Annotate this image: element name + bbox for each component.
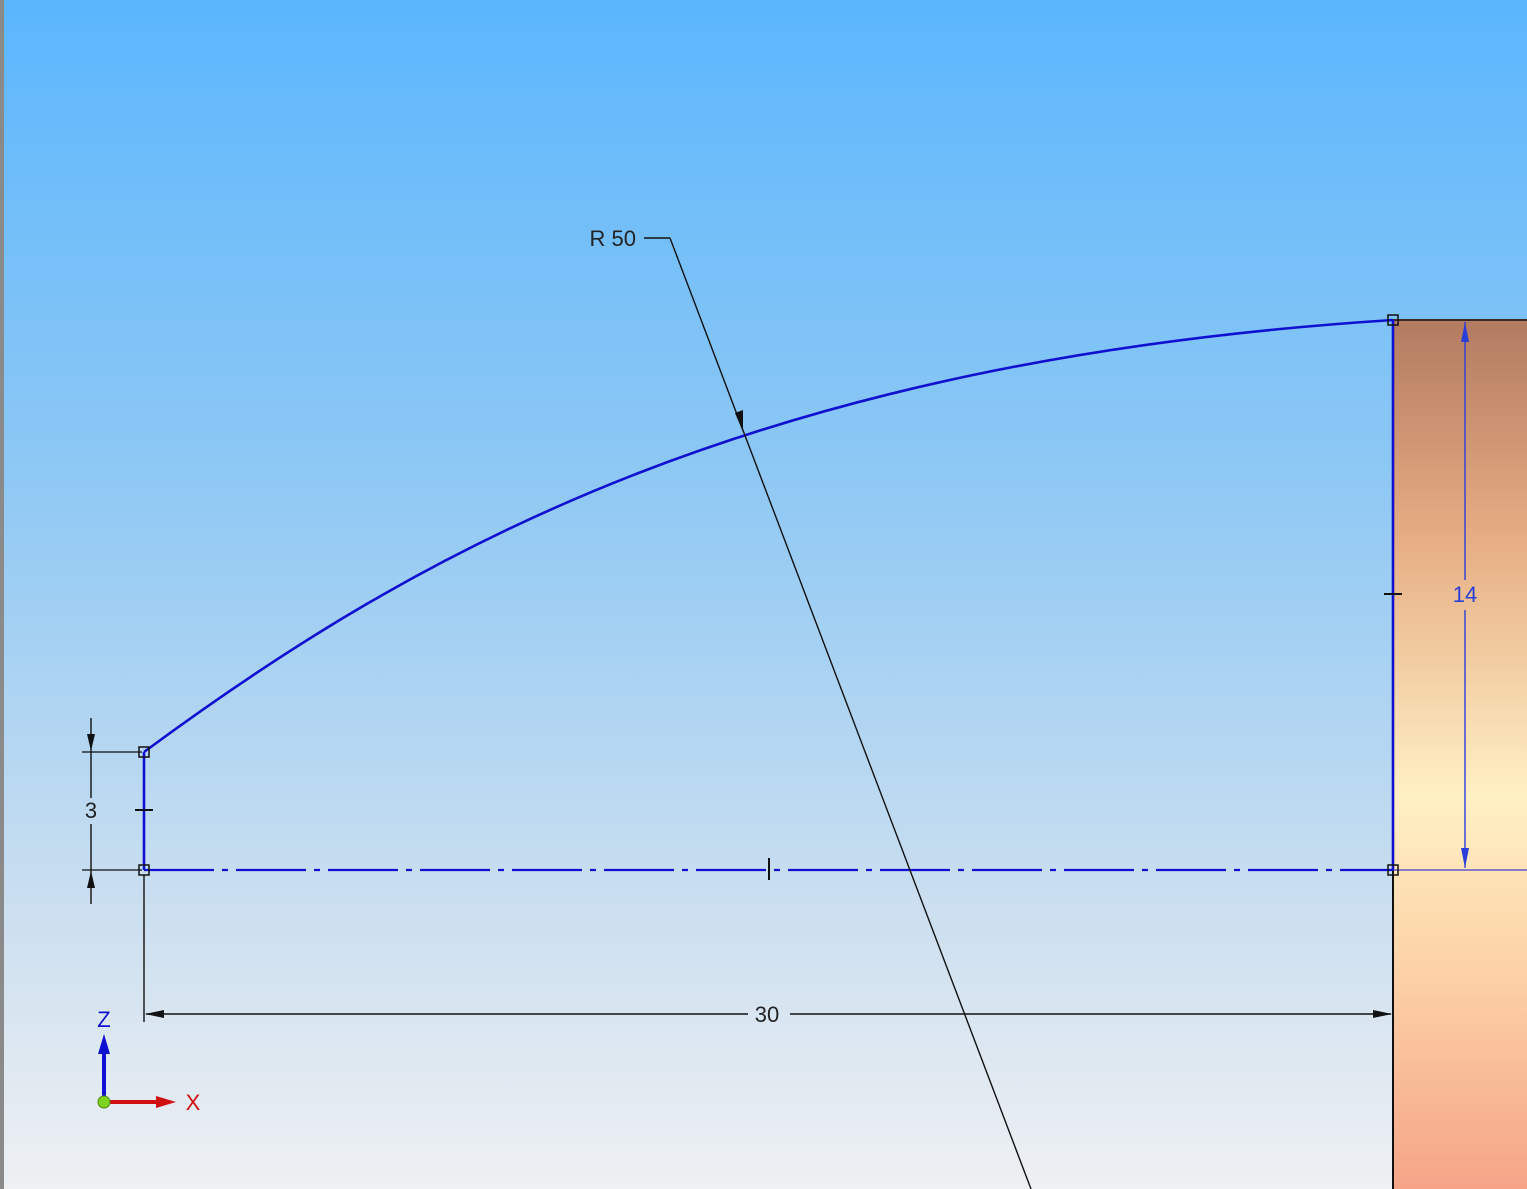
- offset-dimension-label[interactable]: 3: [85, 798, 97, 823]
- vertex-handle-top-right[interactable]: [1387, 314, 1399, 326]
- height-dimension[interactable]: 14: [1453, 322, 1477, 868]
- length-dimension-label[interactable]: 30: [755, 1002, 779, 1027]
- height-dimension-label[interactable]: 14: [1453, 582, 1477, 607]
- z-axis-label: Z: [97, 1007, 110, 1032]
- sketch-arc-r50[interactable]: [143, 318, 1394, 754]
- length-dimension[interactable]: 30: [143, 875, 1392, 1027]
- coordinate-triad: Z X: [97, 1007, 200, 1115]
- offset-dimension[interactable]: 3: [82, 718, 142, 904]
- sketch-canvas[interactable]: R 50 30 14 3 Z X: [4, 0, 1527, 1189]
- vertex-handle-bottom-right[interactable]: [1387, 864, 1399, 876]
- solid-body-face[interactable]: [1393, 319, 1527, 1189]
- radius-dimension-label[interactable]: R 50: [590, 226, 636, 251]
- x-axis-label: X: [186, 1090, 201, 1115]
- origin-icon: [97, 1095, 111, 1109]
- radius-dimension[interactable]: R 50: [590, 226, 1032, 1189]
